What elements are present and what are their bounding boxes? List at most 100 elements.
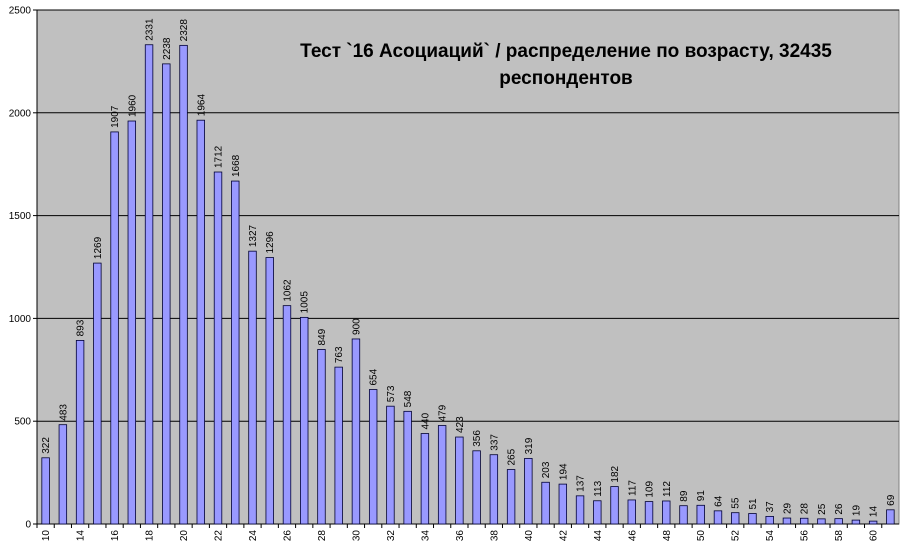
bar: [213, 171, 223, 525]
data-label: 1296: [265, 231, 276, 254]
data-label: 69: [886, 494, 897, 506]
data-label: 2328: [179, 19, 190, 42]
bar: [351, 338, 361, 525]
data-label: 1005: [300, 291, 311, 314]
bar: [575, 495, 585, 525]
bar: [713, 510, 723, 525]
x-tick-label: 32: [386, 530, 397, 542]
data-label: 849: [317, 328, 328, 345]
data-label: 2331: [145, 18, 156, 41]
bar: [317, 349, 326, 525]
x-tick-label: 40: [524, 530, 535, 542]
bar: [524, 458, 533, 525]
x-tick-label: 34: [420, 530, 431, 542]
bar: [41, 457, 50, 525]
data-label: 1964: [196, 94, 207, 117]
x-tick-label: 36: [455, 530, 466, 542]
bar: [93, 262, 102, 525]
data-label: 423: [455, 416, 466, 433]
bar: [506, 469, 516, 525]
data-label: 55: [731, 497, 742, 509]
x-tick-label: 38: [489, 530, 500, 542]
data-label: 483: [58, 404, 69, 421]
x-tick-label: 56: [800, 530, 811, 542]
bar: [644, 501, 654, 525]
bar: [765, 515, 774, 525]
y-tick-label: 500: [14, 417, 31, 428]
x-tick-label: 14: [76, 530, 87, 542]
bar: [868, 520, 878, 525]
data-label: 91: [696, 490, 707, 502]
bar: [75, 339, 85, 525]
data-label: 1327: [248, 224, 259, 247]
data-label: 654: [369, 368, 380, 385]
bar: [58, 424, 68, 525]
data-label: 1907: [110, 105, 121, 128]
bar: [127, 120, 137, 525]
data-label: 37: [765, 501, 776, 513]
data-label: 194: [558, 463, 569, 480]
y-tick-label: 2000: [9, 108, 32, 119]
bar: [420, 433, 430, 525]
bar: [162, 63, 171, 525]
bar: [834, 518, 843, 525]
data-label: 2238: [162, 37, 173, 60]
x-tick-label: 30: [351, 530, 362, 542]
bar: [248, 250, 257, 525]
x-tick-label: 58: [834, 530, 845, 542]
data-label: 137: [576, 475, 587, 492]
bar: [489, 454, 499, 525]
x-tick-label: 18: [145, 530, 156, 542]
bar: [196, 119, 205, 525]
bar: [696, 504, 705, 525]
bar: [748, 513, 757, 525]
x-tick-label: 42: [558, 530, 569, 542]
chart-title: респондентов: [499, 68, 633, 89]
x-tick-label: 22: [214, 530, 225, 542]
data-label: 900: [351, 318, 362, 335]
x-tick-label: 60: [869, 530, 880, 542]
data-label: 117: [627, 480, 638, 496]
bar: [541, 481, 550, 525]
bar: [610, 486, 619, 525]
bar: [231, 180, 240, 525]
data-label: 19: [851, 505, 862, 517]
data-label: 182: [610, 465, 621, 482]
x-tick-label: 54: [765, 530, 776, 542]
bar: [300, 316, 309, 525]
bar: [179, 44, 188, 525]
bar: [403, 410, 412, 525]
bar: [455, 436, 464, 525]
bar: [472, 450, 481, 525]
bar: [886, 509, 895, 525]
data-label: 51: [748, 498, 759, 510]
data-label: 64: [713, 495, 724, 507]
bar: [558, 483, 568, 525]
bar: [386, 405, 395, 525]
data-label: 14: [869, 506, 880, 518]
data-label: 337: [489, 434, 500, 451]
data-label: 573: [386, 385, 397, 402]
x-tick-label: 52: [731, 530, 742, 542]
x-tick-label: 20: [179, 530, 190, 542]
data-label: 893: [76, 319, 87, 336]
bar: [437, 425, 447, 525]
data-label: 322: [41, 437, 52, 454]
bar: [265, 257, 274, 525]
data-label: 29: [782, 502, 793, 514]
data-label: 28: [800, 503, 811, 515]
data-label: 109: [645, 480, 656, 497]
bar: [334, 366, 343, 525]
data-label: 479: [438, 404, 449, 421]
x-tick-label: 28: [317, 530, 328, 542]
x-tick-label: 44: [593, 530, 604, 542]
data-label: 203: [541, 461, 552, 478]
y-tick-label: 1500: [9, 211, 32, 222]
x-tick-label: 16: [110, 530, 121, 542]
bar: [282, 305, 292, 525]
data-label: 26: [834, 503, 845, 515]
data-label: 265: [507, 448, 518, 465]
bar: [110, 131, 119, 525]
bar: [593, 500, 602, 525]
